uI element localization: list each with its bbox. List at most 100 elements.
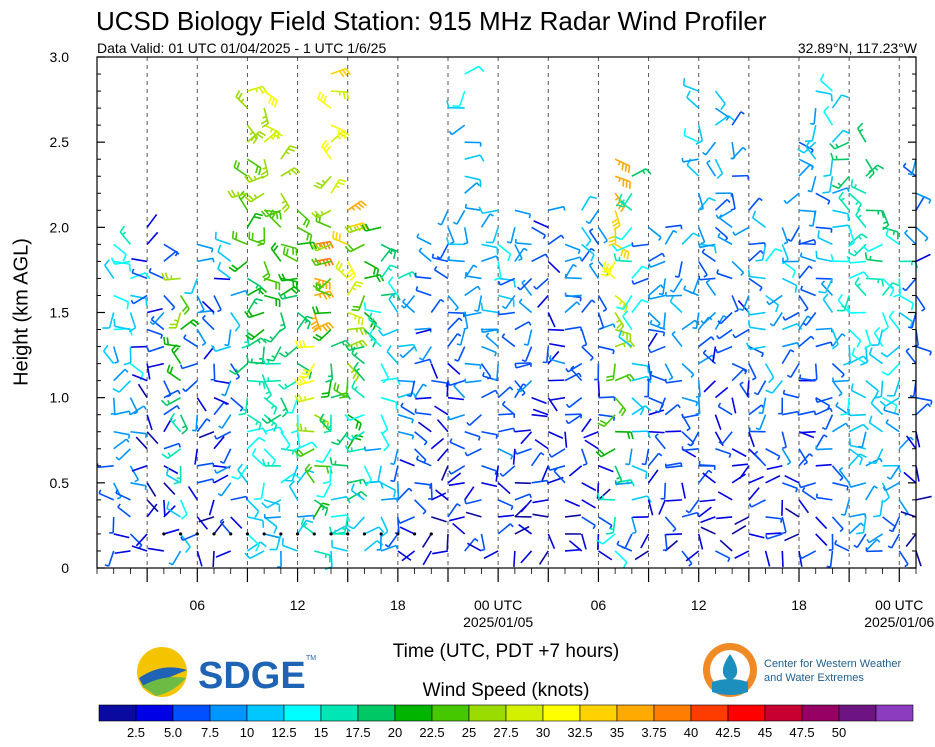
wind-barb-staff — [870, 402, 884, 416]
wind-barb-full-flag — [263, 275, 271, 282]
wind-barb-full-flag — [169, 366, 174, 374]
wind-barb-full-flag — [624, 164, 628, 172]
wind-barb — [263, 414, 278, 432]
wind-barb — [213, 295, 222, 313]
wind-barb — [838, 467, 850, 484]
wind-barb-half-flag — [577, 249, 581, 255]
wind-barb-full-flag — [348, 271, 355, 279]
wind-barb — [900, 511, 917, 518]
wind-barb-staff — [129, 533, 143, 546]
wind-barb — [464, 154, 485, 162]
wind-barb-staff — [781, 349, 792, 365]
wind-barb-half-flag — [685, 509, 690, 514]
wind-barb — [662, 533, 668, 552]
wind-barb-staff — [564, 514, 581, 518]
wind-barb-staff — [397, 270, 413, 280]
wind-barb — [847, 243, 867, 257]
wind-barb — [245, 328, 265, 341]
wind-barb — [351, 346, 365, 365]
wind-barb — [447, 413, 465, 421]
wind-barb-staff — [532, 408, 549, 416]
wind-barb-staff — [850, 444, 867, 450]
wind-barb-half-flag — [730, 208, 736, 211]
wind-barb-staff — [163, 528, 180, 535]
wind-barb-half-flag — [354, 386, 358, 391]
wind-barb — [311, 243, 332, 252]
wind-barb-full-flag — [128, 327, 136, 333]
wind-barb-staff — [854, 283, 867, 297]
wind-barb-full-flag — [287, 148, 295, 152]
wind-barb — [883, 406, 900, 416]
wind-barb-full-flag — [314, 243, 321, 250]
wind-barb — [514, 448, 532, 455]
wind-barb-staff — [548, 379, 565, 382]
wind-barb — [881, 363, 900, 376]
wind-barb-half-flag — [510, 505, 514, 511]
wind-barb-half-flag — [928, 199, 932, 204]
colorbar-swatch — [653, 704, 692, 722]
wind-barb-half-flag — [874, 167, 879, 172]
wind-barb — [564, 326, 583, 332]
wind-barb-half-flag — [178, 443, 182, 448]
wind-barb-staff — [163, 250, 177, 263]
wind-barb-staff — [731, 142, 736, 159]
wind-barb — [244, 174, 265, 183]
wind-barb-full-flag — [354, 374, 360, 382]
wind-barb-half-flag — [753, 391, 759, 396]
wind-barb-full-flag — [244, 175, 250, 183]
wind-barb-staff — [251, 454, 265, 467]
wind-barb — [783, 192, 800, 205]
wind-barb-full-flag — [611, 244, 618, 252]
wind-barb — [665, 499, 683, 502]
wind-barb-full-flag — [626, 431, 631, 440]
wind-barb-half-flag — [533, 285, 537, 290]
wind-barb — [230, 289, 248, 297]
wind-barb-staff — [196, 397, 207, 412]
wind-barb-staff — [98, 492, 115, 501]
wind-barb-staff — [265, 209, 282, 218]
wind-barb-half-flag — [565, 403, 570, 408]
wind-barb — [498, 514, 515, 518]
wind-barb-staff — [749, 345, 766, 351]
wind-barb-staff — [697, 124, 704, 141]
wind-barb-staff — [246, 414, 262, 425]
wind-barb-half-flag — [400, 304, 406, 309]
wind-barb-half-flag — [494, 389, 499, 395]
wind-barb-staff — [377, 465, 382, 482]
wind-barb-full-flag — [856, 340, 862, 348]
wind-barb — [648, 226, 662, 241]
wind-barb-full-flag — [166, 364, 171, 372]
wind-barb-staff — [681, 511, 698, 518]
wind-barb-staff — [614, 175, 631, 183]
wind-barb-staff — [280, 192, 290, 208]
wind-barb — [565, 362, 583, 373]
wind-barb-full-flag — [228, 369, 236, 375]
wind-barb-half-flag — [641, 462, 646, 466]
wind-barb — [364, 446, 382, 452]
wind-barb-staff — [815, 226, 832, 230]
wind-barb-half-flag — [616, 476, 621, 480]
wind-barb — [753, 380, 767, 396]
wind-barb-half-flag — [431, 253, 435, 258]
wind-barb-full-flag — [230, 189, 237, 197]
wind-barb-full-flag — [260, 286, 268, 294]
wind-barb-full-flag — [278, 352, 286, 358]
wind-barb-staff — [380, 544, 397, 552]
wind-barb-half-flag — [255, 88, 258, 93]
wind-barb-staff — [616, 243, 633, 252]
wind-barb — [686, 158, 700, 177]
wind-barb — [194, 448, 199, 465]
wind-barb-full-flag — [260, 119, 268, 125]
wind-barb-full-flag — [612, 221, 620, 227]
wind-barb — [646, 363, 652, 381]
wind-barb — [815, 341, 833, 348]
wind-barb-staff — [881, 210, 890, 226]
wind-barb-full-flag — [843, 361, 851, 366]
wind-barb-staff — [880, 380, 884, 397]
wind-barb-staff — [514, 321, 530, 331]
wind-barb-staff — [772, 312, 783, 327]
wind-barb-staff — [647, 363, 652, 380]
wind-barb-half-flag — [547, 466, 551, 471]
wind-barb — [447, 256, 465, 263]
wind-barb-staff — [347, 222, 364, 229]
